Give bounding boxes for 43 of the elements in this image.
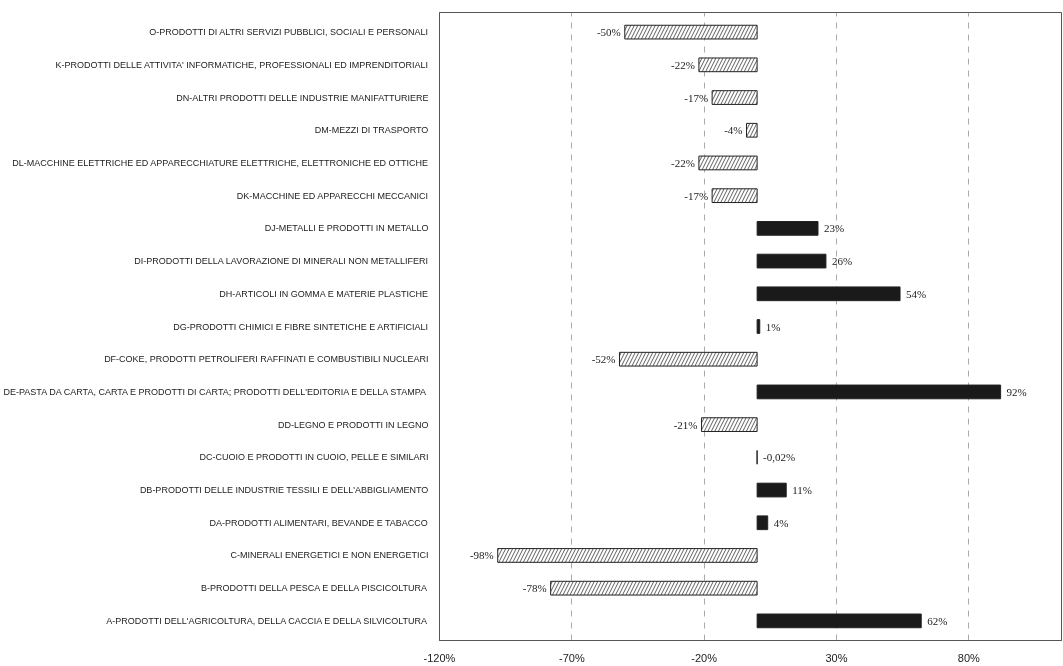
y-tick-label: B-PRODOTTI DELLA PESCA E DELLA PISCICOLTURA (201, 583, 428, 594)
y-tick-label: K-PRODOTTI DELLE ATTIVITA' INFORMATICHE, PROFESSIONALI ED IMPRENDITORIALI (55, 59, 429, 70)
y-tick-label: DA-PRODOTTI ALIMENTARI, BEVANDE E TABACCO (209, 517, 428, 528)
data-label: 11% (792, 484, 812, 497)
x-tick-label: -70% (559, 651, 585, 664)
data-label: 4% (773, 516, 789, 529)
data-label: -0,02% (763, 451, 796, 464)
data-label: -17% (684, 91, 709, 104)
y-tick-label: DM-MEZZI DI TRASPORTO (314, 125, 429, 136)
data-label: -4% (724, 124, 743, 137)
data-label: -98% (469, 549, 494, 562)
y-tick-label: DN-ALTRI PRODOTTI DELLE INDUSTRIE MANIFATTURIERE (176, 92, 429, 103)
data-label: -22% (671, 58, 695, 71)
y-tick-label: DF-COKE, PRODOTTI PETROLIFERI RAFFINATI E COMBUSTIBILI NUCLEARI (104, 354, 429, 365)
data-label: 26% (831, 255, 853, 268)
data-label: -78% (522, 582, 547, 595)
y-tick-label: DJ-METALLI E PRODOTTI IN METALLO (264, 223, 429, 234)
data-label: -17% (684, 189, 709, 202)
data-label: -21% (673, 418, 698, 431)
y-tick-label: DD-LEGNO E PRODOTTI IN LEGNO (277, 419, 429, 430)
data-label: -52% (591, 353, 616, 366)
x-tick-label: -120% (423, 651, 456, 664)
data-label: 92% (1006, 385, 1027, 398)
y-tick-label: DC-CUOIO E PRODOTTI IN CUOIO, PELLE E SIMILARI (199, 452, 429, 463)
y-tick-label: A-PRODOTTI DELL'AGRICOLTURA, DELLA CACCIA E DELLA SILVICOLTURA (106, 615, 428, 626)
y-tick-label: DK-MACCHINE ED APPARECCHI MECCANICI (236, 190, 429, 201)
data-label: 62% (927, 614, 948, 627)
y-tick-label: DG-PRODOTTI CHIMICI E FIBRE SINTETICHE E ARTIFICIALI (173, 321, 429, 332)
y-tick-label: DI-PRODOTTI DELLA LAVORAZIONE DI MINERALI NON METALLIFERI (134, 256, 428, 267)
y-tick-label: DB-PRODOTTI DELLE INDUSTRIE TESSILI E DELL'ABBIGLIAMENTO (139, 485, 429, 496)
y-tick-label: DE-PASTA DA CARTA, CARTA E PRODOTTI DI CARTA; PRODOTTI DELL'EDITORIA E DELLA STAMPA (3, 386, 427, 397)
data-label: -50% (596, 26, 621, 39)
x-tick-label: -20% (691, 651, 718, 664)
data-label: -22% (671, 156, 695, 169)
data-label: 54% (906, 287, 927, 300)
y-tick-label: DL-MACCHINE ELETTRICHE ED APPARECCHIATURE ELETTRICHE, ELETTRONICHE ED OTTICHE (12, 157, 428, 168)
data-label: 1% (765, 320, 781, 333)
y-tick-label: C-MINERALI ENERGETICI E NON ENERGETICI (230, 550, 429, 561)
y-tick-label: DH-ARTICOLI IN GOMMA E MATERIE PLASTICHE (219, 288, 429, 299)
y-tick-label: O-PRODOTTI DI ALTRI SERVIZI PUBBLICI, SOCIALI E PERSONALI (149, 27, 429, 38)
x-tick-label: 80% (957, 651, 981, 664)
x-tick-label: 30% (825, 651, 848, 664)
data-label: 23% (823, 222, 845, 235)
